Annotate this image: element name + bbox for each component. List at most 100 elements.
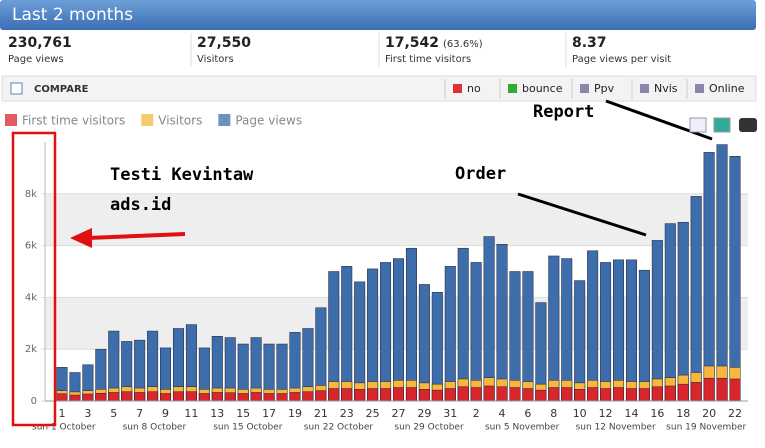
button[interactable]: no <box>467 82 481 95</box>
week-label: sun 22 October <box>304 423 374 433</box>
stat-label: Page views per visit <box>572 54 671 65</box>
bar <box>561 387 573 402</box>
bar <box>237 393 249 402</box>
bar <box>690 382 702 402</box>
bar <box>147 391 159 402</box>
x-tick-label: 5 <box>110 407 117 420</box>
bar <box>677 383 689 402</box>
x-tick-label: 12 <box>599 407 613 420</box>
x-tick-label: 16 <box>650 407 664 420</box>
bar <box>690 196 702 402</box>
button[interactable]: Nvis <box>654 82 678 95</box>
bar <box>198 393 210 402</box>
annotation: Order <box>455 164 506 184</box>
week-label: sun 8 October <box>123 423 187 433</box>
compare-title: COMPARE <box>34 84 89 95</box>
x-tick-label: 6 <box>524 407 531 420</box>
stat-label: First time visitors <box>385 54 471 65</box>
chart-icon[interactable] <box>713 117 731 133</box>
week-label: sun 12 November <box>576 423 656 433</box>
stat-value: 17,542 <box>385 35 439 51</box>
bar <box>548 387 560 402</box>
bar <box>638 388 650 402</box>
x-tick-label: 19 <box>288 407 302 420</box>
legend: First time visitors Visitors Page views <box>5 114 302 128</box>
bar <box>82 393 94 402</box>
x-tick-label: 22 <box>728 407 742 420</box>
bar <box>613 259 625 402</box>
bar <box>172 391 184 402</box>
stat-label: Page views <box>8 54 64 65</box>
y-tick-label: 0 <box>31 396 37 407</box>
stat-value: 27,550 <box>197 35 251 51</box>
bar <box>328 388 340 402</box>
week-label: sun 1 October <box>32 423 96 433</box>
y-tick-label: 2k <box>25 344 37 355</box>
x-tick-label: 27 <box>392 407 406 420</box>
bar <box>587 387 599 402</box>
stat-value: 8.37 <box>572 35 607 51</box>
bar <box>431 389 443 402</box>
button-icon <box>580 84 589 93</box>
bar <box>367 388 379 402</box>
y-tick-label: 8k <box>25 189 37 200</box>
bar <box>95 392 107 402</box>
toolbar-buttons: no bounce Ppv Nvis Online <box>444 79 745 99</box>
y-tick-label: 6k <box>25 241 37 252</box>
bar <box>250 392 262 402</box>
button[interactable]: Ppv <box>594 82 615 95</box>
x-tick-label: 25 <box>366 407 380 420</box>
bar <box>405 387 417 402</box>
x-tick-label: 11 <box>184 407 198 420</box>
legend-label: First time visitors <box>22 114 125 128</box>
week-label: sun 19 November <box>666 423 746 433</box>
button[interactable]: Online <box>709 82 745 95</box>
legend-label: Page views <box>235 114 302 128</box>
bar <box>509 387 521 402</box>
bar <box>56 393 68 402</box>
bar <box>457 386 469 402</box>
x-tick-label: 3 <box>84 407 91 420</box>
chart-icon[interactable] <box>689 117 707 133</box>
bar <box>444 388 456 402</box>
bar <box>587 250 599 402</box>
button-icon <box>508 84 517 93</box>
x-tick-label: 1 <box>59 407 66 420</box>
week-label: sun 5 November <box>485 423 560 433</box>
stat-extra: (63.6%) <box>443 39 483 50</box>
bar <box>354 389 366 402</box>
legend-swatch <box>218 114 231 126</box>
stat-value: 230,761 <box>8 35 72 51</box>
bar <box>341 266 353 402</box>
highlight-box <box>11 131 57 427</box>
x-tick-label: 29 <box>417 407 431 420</box>
x-tick-label: 17 <box>262 407 276 420</box>
x-tick-label: 18 <box>676 407 690 420</box>
bar <box>211 392 223 402</box>
x-tick-label: 8 <box>550 407 557 420</box>
bar <box>69 394 81 402</box>
bar <box>341 388 353 402</box>
bar <box>185 391 197 402</box>
pointer-line <box>605 99 713 141</box>
legend-swatch <box>5 114 17 126</box>
bar <box>664 223 676 402</box>
arrow-head <box>70 228 92 248</box>
bar <box>276 393 288 402</box>
bar <box>483 236 495 402</box>
camera-icon[interactable] <box>739 118 757 132</box>
bar <box>651 386 663 402</box>
toolbar <box>1 75 757 102</box>
stat-label: Visitors <box>197 54 234 65</box>
bar <box>121 391 133 402</box>
bar <box>535 389 547 402</box>
legend-label: Visitors <box>158 114 202 128</box>
button-icon <box>453 84 462 93</box>
x-tick-label: 9 <box>162 407 169 420</box>
legend-swatch <box>141 114 154 126</box>
button[interactable]: bounce <box>522 82 563 95</box>
annotation: ads.id <box>110 195 171 215</box>
x-tick-label: 4 <box>499 407 506 420</box>
